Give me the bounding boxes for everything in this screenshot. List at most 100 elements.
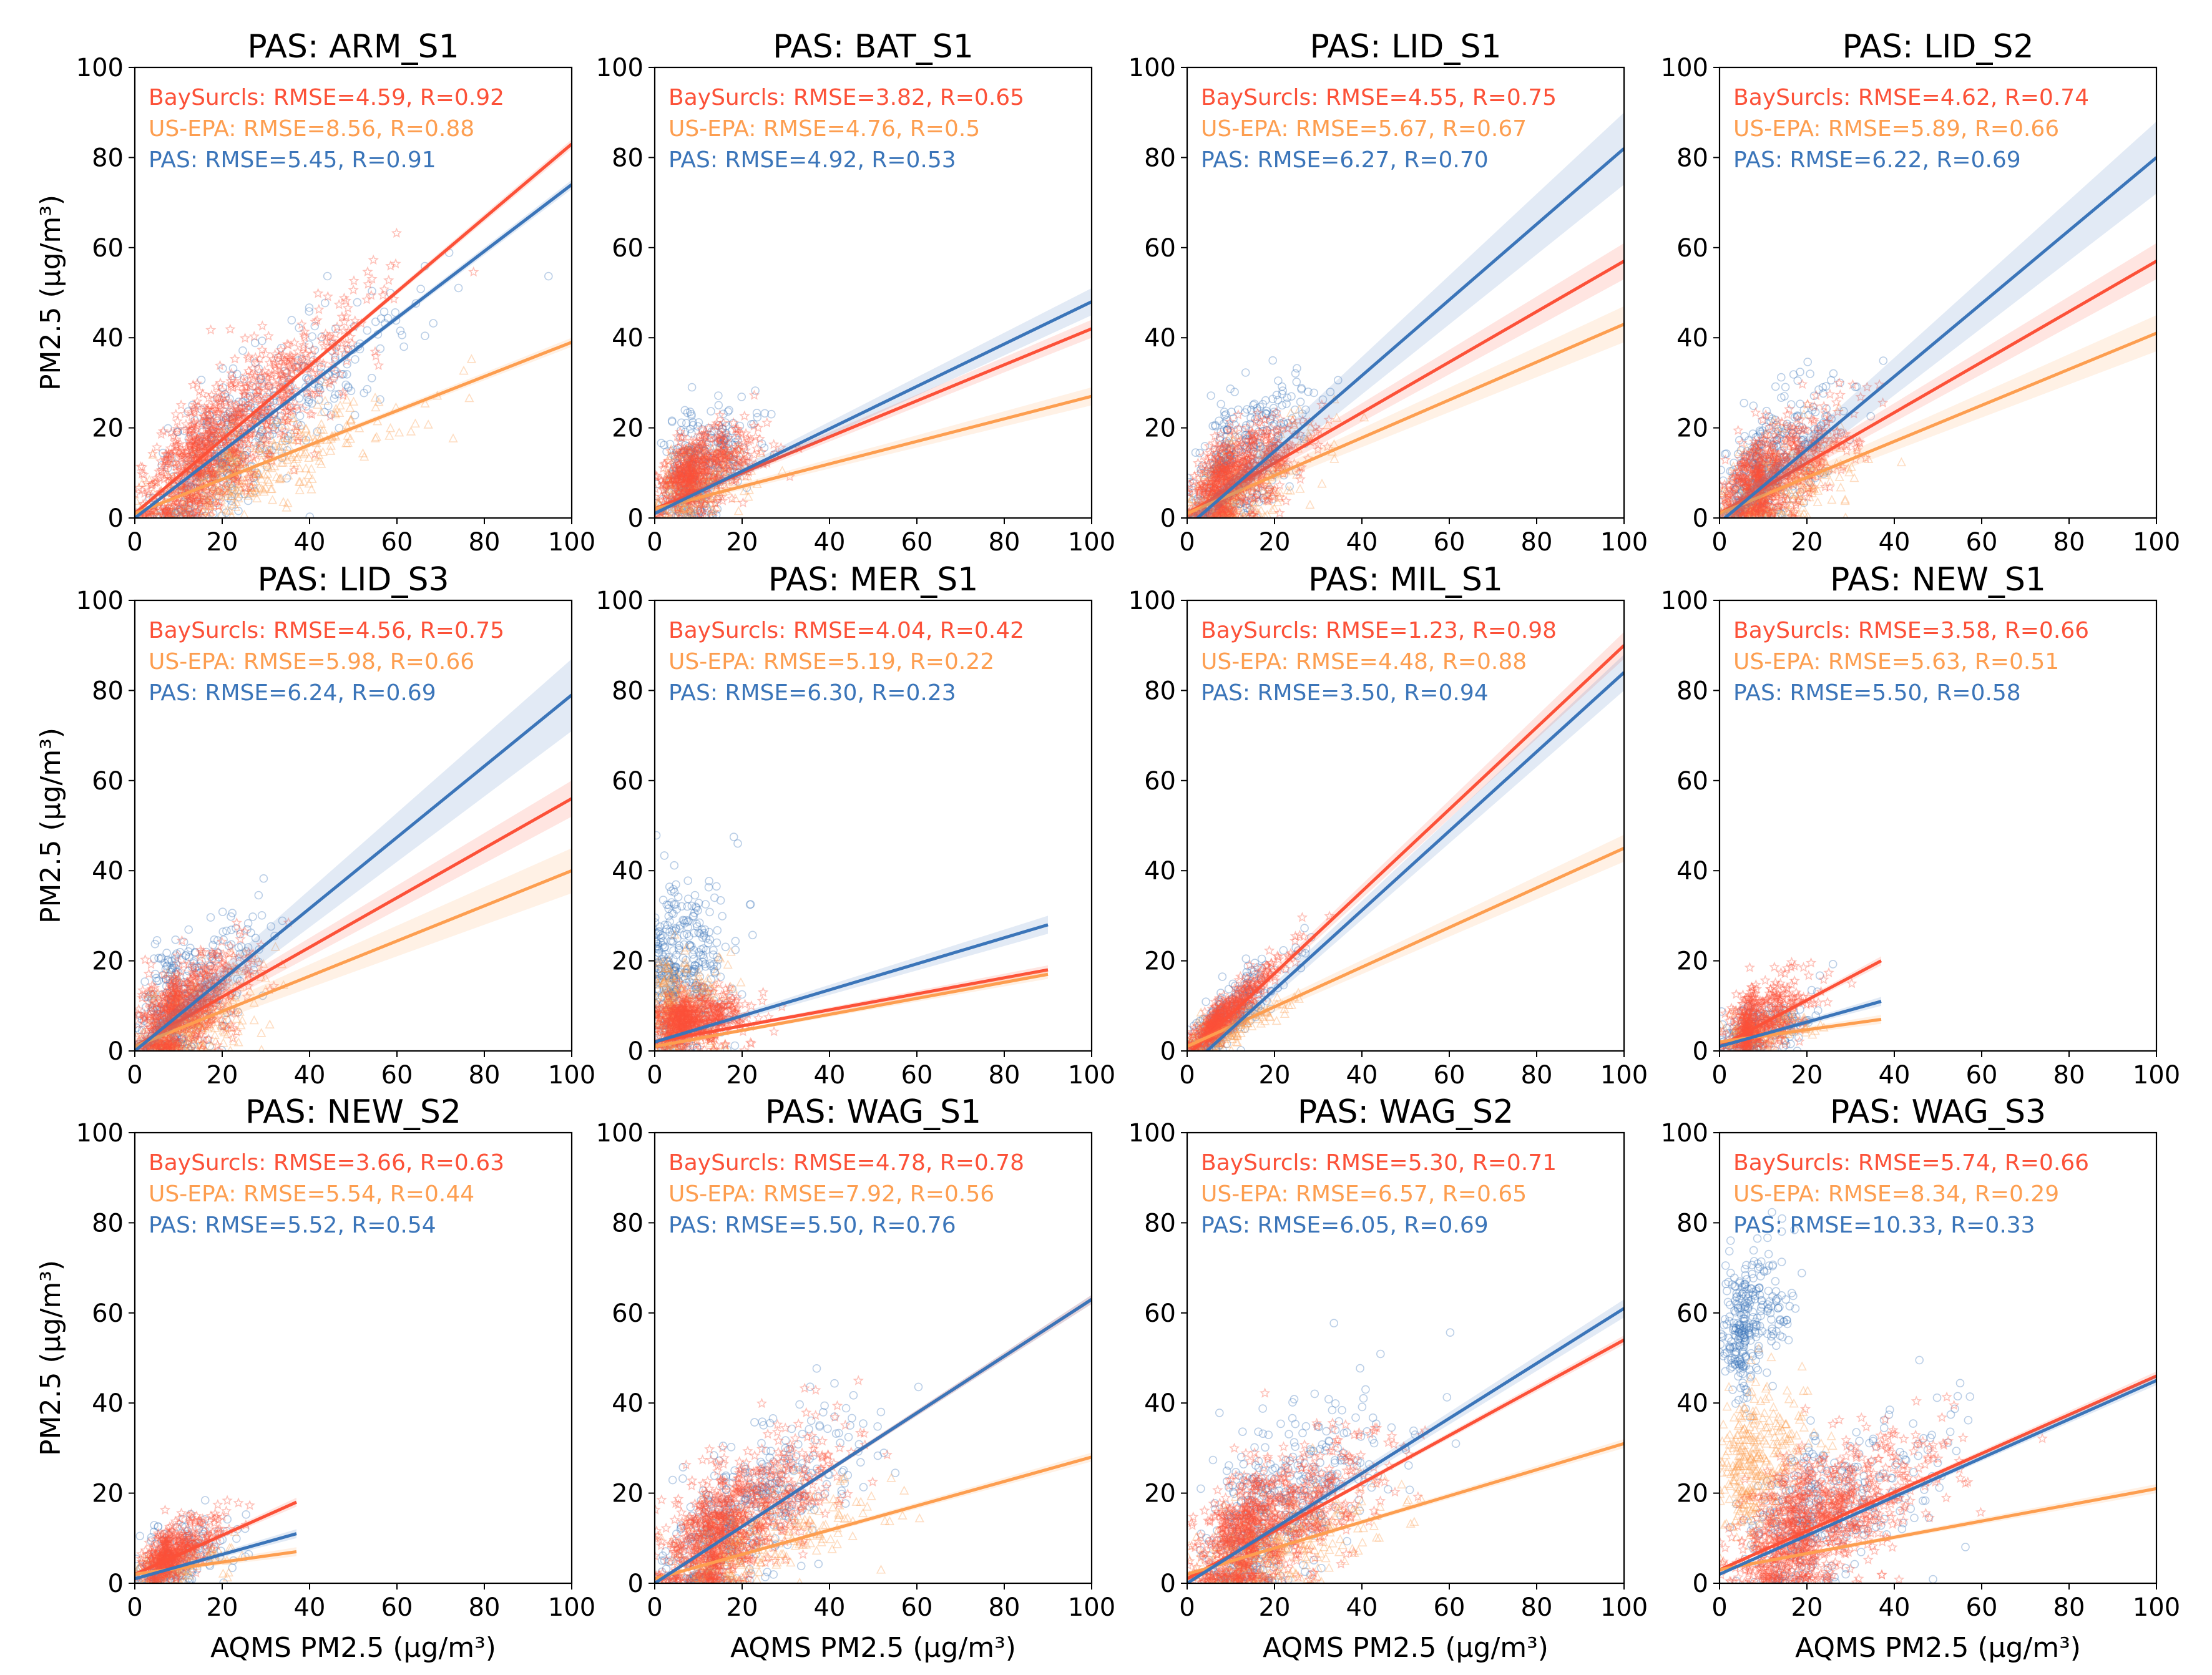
scatter-point [176, 505, 187, 515]
scatter-point [685, 471, 697, 482]
scatter-point [342, 302, 353, 313]
scatter-point [184, 428, 195, 439]
scatter-point [240, 369, 252, 381]
scatter-point [298, 330, 310, 340]
scatter-point [677, 482, 687, 492]
scatter-point [275, 369, 286, 379]
x-tick-label: 20 [727, 528, 758, 557]
scatter-point [176, 497, 187, 507]
scatter-point [276, 473, 286, 483]
scatter-point [259, 408, 268, 416]
x-tick-label: 20 [1259, 528, 1291, 557]
scatter-point [672, 467, 680, 476]
scatter-point [681, 459, 693, 469]
scatter-point [688, 469, 697, 478]
scatter-point [177, 507, 186, 515]
scatter-point [748, 389, 760, 400]
scatter-point [663, 472, 673, 482]
scatter-point [709, 454, 720, 465]
scatter-point [702, 492, 713, 502]
scatter-point [687, 449, 696, 457]
scatter-point [682, 449, 693, 460]
scatter-point [1285, 482, 1294, 491]
scatter-point [729, 456, 738, 465]
scatter-point [163, 469, 173, 479]
scatter-point [690, 443, 701, 454]
scatter-point [157, 461, 167, 470]
scatter-point [338, 325, 350, 336]
scatter-point [146, 479, 157, 490]
scatter-point [172, 439, 184, 450]
scatter-point [185, 498, 195, 507]
scatter-point [1213, 464, 1221, 474]
scatter-point [680, 484, 691, 496]
fit-line-baysurcls [135, 142, 572, 515]
scatter-point [1215, 463, 1225, 472]
scatter-point [688, 475, 699, 486]
scatter-point [728, 477, 739, 487]
scatter-point [673, 502, 683, 511]
scatter-point [188, 423, 199, 434]
scatter-point [692, 442, 701, 451]
scatter-point [696, 505, 705, 515]
scatter-point [233, 407, 245, 418]
scatter-point [171, 509, 181, 518]
scatter-point [169, 501, 180, 512]
scatter-point [673, 469, 684, 478]
scatter-point [188, 403, 200, 413]
scatter-point [193, 433, 205, 444]
scatter-point [683, 475, 694, 486]
scatter-point [227, 484, 237, 494]
scatter-point [299, 356, 310, 366]
scatter-point [677, 471, 685, 481]
scatter-pas [135, 248, 553, 518]
scatter-point [192, 478, 201, 487]
scatter-point [251, 438, 260, 447]
scatter-point [731, 437, 740, 447]
scatter-point [206, 415, 218, 426]
scatter-point [703, 506, 712, 515]
scatter-point [700, 499, 710, 508]
scatter-point [253, 385, 264, 396]
scatter-point [681, 456, 691, 466]
scatter-point [376, 344, 385, 353]
scatter-point [230, 487, 240, 496]
scatter-point [252, 358, 263, 368]
scatter-point [685, 461, 696, 472]
scatter-point [1278, 401, 1286, 410]
scatter-point [686, 459, 696, 469]
scatter-point [767, 409, 776, 419]
scatter-point [716, 446, 727, 456]
scatter-point [685, 477, 697, 487]
scatter-point [267, 462, 276, 472]
scatter-point [188, 407, 200, 418]
scatter-point [695, 477, 706, 489]
scatter-point [226, 444, 236, 454]
scatter-point [184, 477, 195, 487]
scatter-point [342, 394, 352, 404]
scatter-point [683, 456, 694, 466]
scatter-point [1223, 507, 1232, 516]
scatter-point [738, 454, 749, 466]
scatter-point [709, 432, 720, 443]
scatter-point [202, 422, 213, 433]
annotation-pas: PAS: RMSE=5.45, R=0.91 [149, 147, 436, 173]
scatter-point [703, 504, 712, 513]
scatter-point [1211, 509, 1220, 518]
scatter-point [259, 469, 269, 479]
scatter-point [658, 462, 669, 473]
scatter-point [702, 474, 713, 485]
scatter-point [198, 472, 208, 481]
scatter-point [269, 440, 279, 450]
scatter-point [676, 468, 688, 479]
scatter-point [271, 420, 280, 429]
scatter-point [293, 431, 304, 442]
scatter-point [687, 504, 696, 513]
scatter-point [690, 452, 702, 464]
scatter-point [246, 369, 257, 379]
scatter-point [304, 452, 314, 462]
scatter-point [172, 459, 181, 469]
scatter-point [688, 474, 698, 483]
scatter-point [385, 422, 396, 432]
scatter-point [170, 461, 182, 472]
